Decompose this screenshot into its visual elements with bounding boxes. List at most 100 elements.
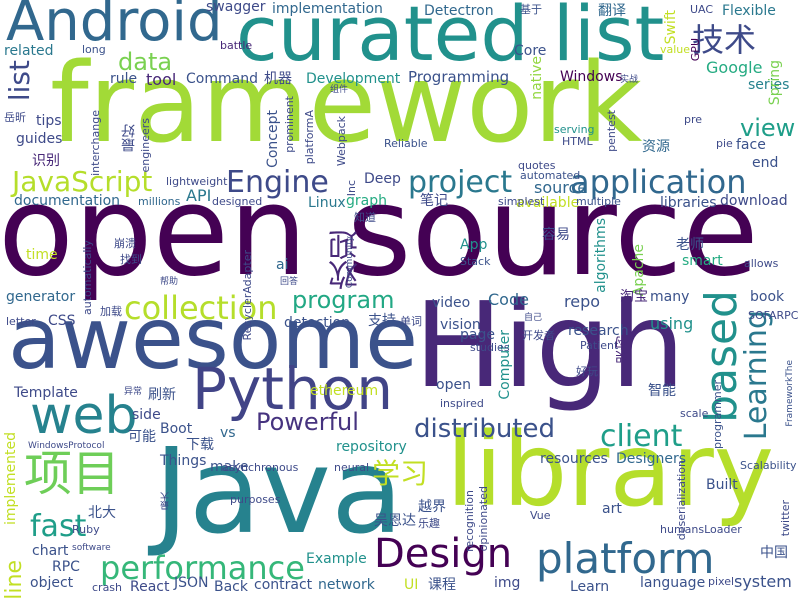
word: swagger	[206, 0, 266, 15]
word: 学习	[372, 457, 429, 490]
word: 吴恩达	[374, 513, 416, 529]
word: UAC	[690, 3, 714, 16]
word: platform	[536, 534, 715, 583]
word: 加载	[100, 305, 122, 318]
word: programmer	[711, 380, 724, 449]
word: engineers	[139, 118, 152, 173]
word: 智能	[648, 383, 676, 399]
word: documentation	[14, 193, 121, 209]
word: time	[26, 247, 58, 263]
word: object	[30, 575, 74, 591]
word: React	[130, 579, 170, 595]
word: humansLoader	[660, 523, 742, 536]
word: deserialization	[675, 460, 688, 541]
word: Learn	[570, 579, 610, 595]
word: JSON	[174, 575, 209, 591]
word: repo	[564, 292, 601, 311]
word: graph	[346, 193, 387, 209]
word: Things	[160, 453, 207, 469]
word: language	[640, 575, 706, 591]
word: 可能	[128, 429, 156, 445]
word: Concept	[265, 110, 281, 168]
word: Detectron	[424, 3, 494, 19]
word: GPU	[689, 38, 702, 62]
word: 北大	[88, 505, 116, 521]
word: FrameworkThe	[785, 360, 795, 427]
word: pie	[716, 137, 733, 150]
word: Community	[345, 236, 355, 289]
word: software	[72, 543, 111, 553]
word: 回答	[280, 277, 299, 287]
word: Flexible	[722, 3, 776, 19]
word: pixel	[708, 575, 735, 588]
word: platformA	[303, 110, 316, 165]
word: implementation	[272, 1, 383, 17]
word: 最大	[161, 492, 171, 510]
word: client	[600, 419, 683, 454]
word: make	[210, 459, 249, 475]
word: open source	[0, 160, 759, 304]
word: pentest	[605, 110, 618, 152]
word: vs	[220, 425, 236, 441]
word: multiple	[576, 195, 621, 208]
word: fast	[30, 509, 87, 544]
word: Python	[192, 355, 394, 423]
word: rule	[110, 71, 138, 87]
word: 中国	[760, 545, 788, 561]
word: download	[720, 193, 788, 209]
word: application	[570, 163, 747, 201]
word: Reliable	[384, 137, 428, 150]
word: chart	[32, 543, 69, 559]
word: WindowsProtocol	[28, 441, 105, 451]
word: native	[529, 56, 545, 100]
word: Development	[306, 71, 401, 87]
word: inspired	[440, 397, 484, 410]
word: 课程	[428, 577, 456, 593]
word: program	[292, 286, 395, 314]
word: vision	[440, 317, 481, 333]
word: neural	[334, 461, 370, 474]
word: UI	[404, 577, 419, 593]
word: contract	[254, 577, 313, 593]
word: serving	[554, 123, 595, 136]
word: book	[750, 289, 785, 305]
word: App	[460, 237, 488, 253]
word: 实战	[620, 75, 639, 85]
word: series	[748, 77, 790, 93]
word: 找到	[120, 253, 142, 266]
word: automatically	[81, 240, 94, 315]
word: value	[660, 43, 691, 56]
word: Template	[14, 385, 78, 401]
word: Ruby	[72, 523, 100, 536]
word: detection	[284, 315, 351, 331]
word: Java	[154, 422, 404, 560]
word: performance	[100, 549, 305, 587]
word: Learning	[739, 310, 774, 441]
word: libraries	[660, 195, 717, 211]
word: line	[2, 560, 27, 600]
word: Designers	[616, 451, 686, 467]
word: designed	[212, 195, 263, 208]
word: available	[516, 195, 580, 211]
word: 异常	[124, 387, 143, 397]
word: curated list	[236, 0, 665, 78]
word: page	[460, 327, 495, 343]
word: RecyclerAdapter	[241, 250, 254, 341]
word: Example	[306, 551, 367, 567]
word: framework	[50, 39, 643, 167]
word: letter	[6, 315, 36, 328]
word: img	[494, 575, 521, 591]
word: tool	[146, 70, 177, 89]
word: 组件	[330, 85, 349, 95]
word: 下载	[186, 437, 214, 453]
word: repository	[336, 439, 407, 455]
word: Powerful	[256, 408, 359, 436]
word: Spring	[767, 60, 783, 106]
word: 项目	[24, 446, 121, 502]
word: end	[752, 155, 779, 171]
word: network	[318, 577, 375, 593]
word: 自己	[524, 313, 543, 323]
word: 最好	[121, 124, 137, 152]
word: HTML	[562, 135, 593, 148]
word: Android	[6, 0, 223, 54]
